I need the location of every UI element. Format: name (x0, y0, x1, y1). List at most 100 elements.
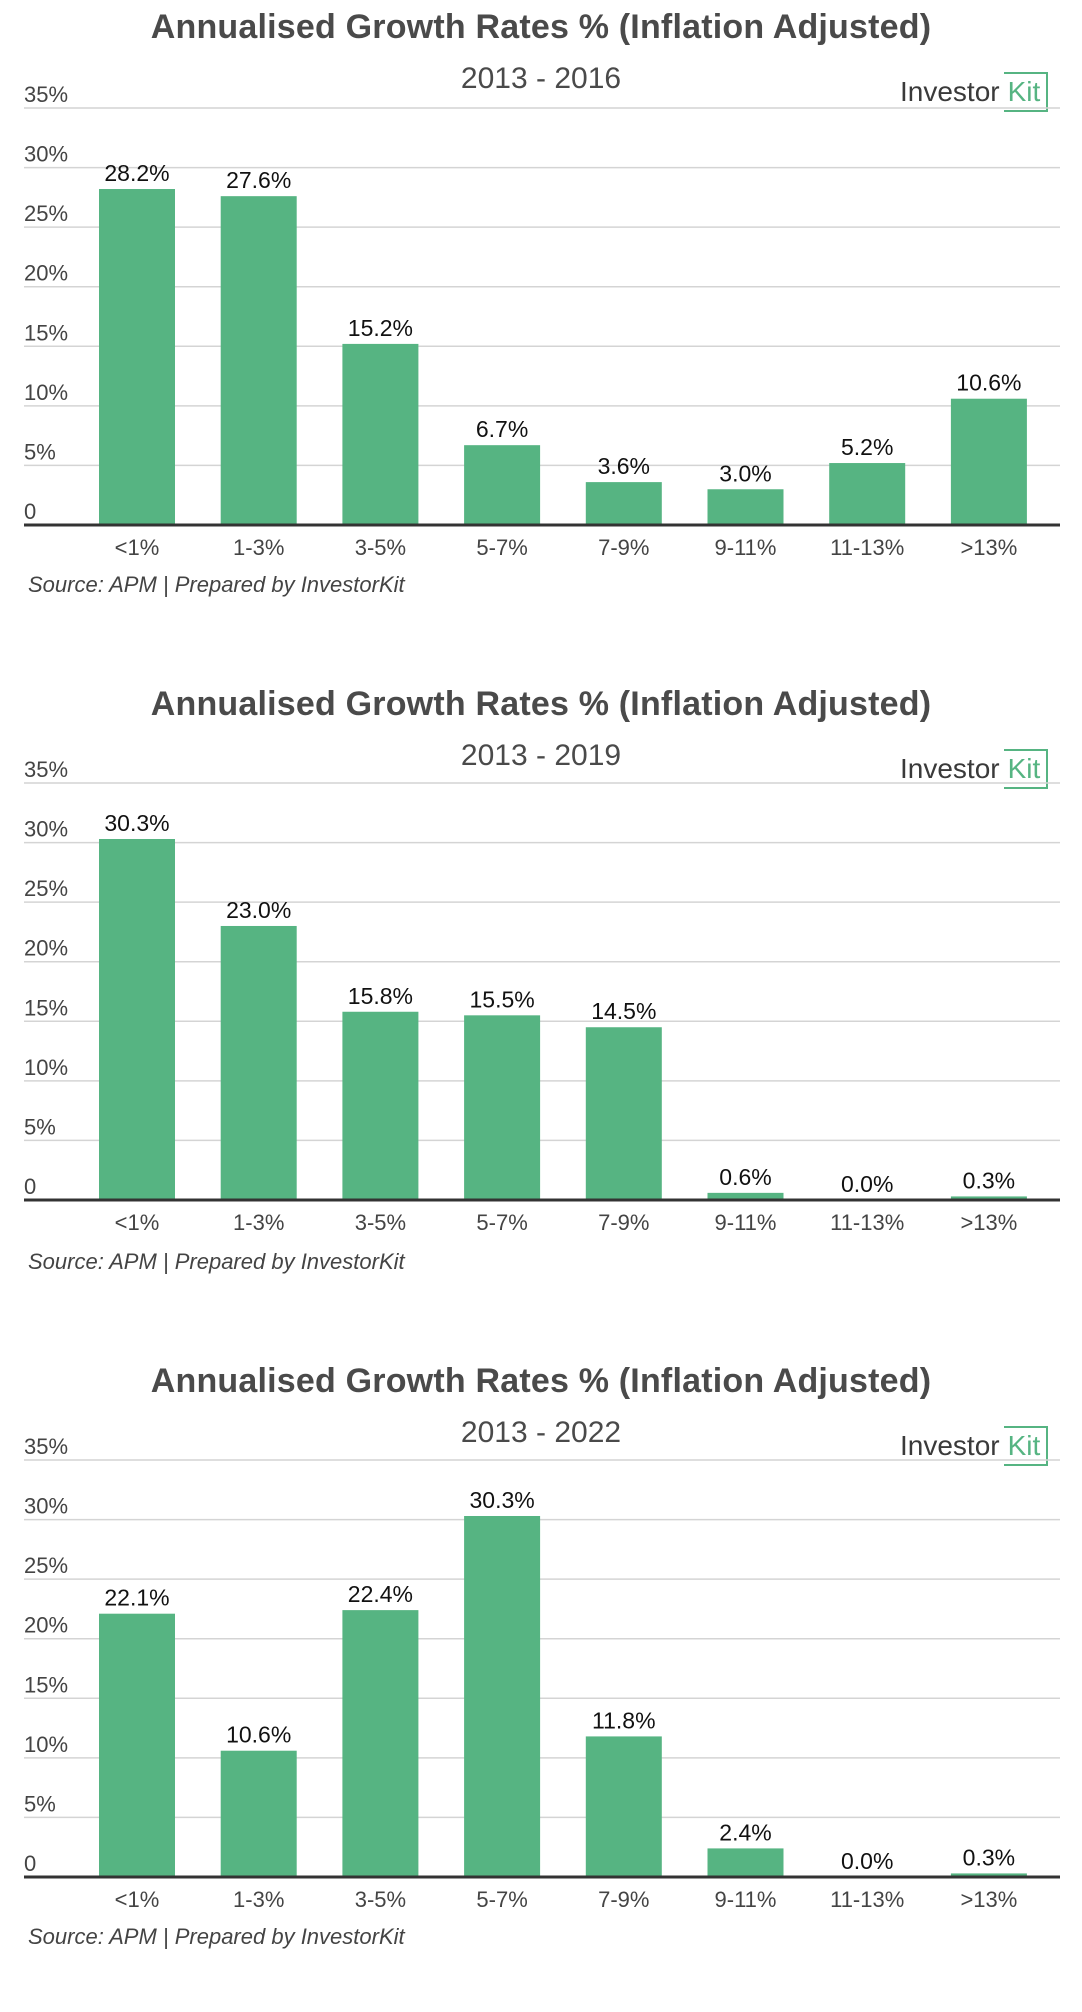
bar (829, 463, 906, 525)
x-tick-label: 7-9% (598, 1210, 649, 1235)
x-tick-label: >13% (960, 1887, 1017, 1912)
data-label: 15.8% (348, 983, 413, 1009)
y-tick-label: 0 (24, 1174, 36, 1199)
x-tick-label: <1% (115, 1210, 160, 1235)
bar (220, 1750, 297, 1877)
data-label: 10.6% (226, 1722, 291, 1748)
y-tick-label: 0 (24, 1851, 36, 1876)
bar (950, 398, 1027, 525)
chart-panel-2: Annualised Growth Rates % (Inflation Adj… (0, 675, 1082, 1335)
y-tick-label: 10% (24, 1732, 68, 1757)
bar (220, 925, 297, 1200)
x-tick-label: 1-3% (233, 1210, 284, 1235)
bar (342, 1011, 419, 1200)
x-tick-label: 7-9% (598, 1887, 649, 1912)
y-tick-label: 15% (24, 995, 68, 1020)
data-label: 23.0% (226, 897, 291, 923)
bar (220, 196, 297, 525)
y-tick-label: 5% (24, 1114, 56, 1139)
chart-subtitle: 2013 - 2019 (460, 739, 622, 772)
y-tick-label: 30% (24, 817, 68, 842)
data-label: 28.2% (104, 160, 169, 186)
x-tick-label: 9-11% (715, 535, 777, 560)
bar-chart-svg: 0 5% 10% 15% 20% 25% 30% 35% 28.2% <1% 27.6% 1-3% 15… (24, 82, 1060, 560)
data-label: 2.4% (719, 1819, 771, 1845)
y-tick-label: 15% (24, 1672, 68, 1697)
x-tick-label: 3-5% (355, 1887, 406, 1912)
x-tick-label: 5-7% (476, 1887, 527, 1912)
x-tick-label: 11-13% (830, 1210, 904, 1235)
y-tick-label: 30% (24, 1494, 68, 1519)
data-label: 0.0% (841, 1171, 893, 1197)
x-tick-label: 9-11% (715, 1210, 777, 1235)
data-label: 0.6% (719, 1164, 771, 1190)
data-label: 6.7% (476, 416, 528, 442)
bar (464, 445, 541, 525)
chart-title: Annualised Growth Rates % (Inflation Adj… (150, 8, 932, 46)
investorkit-logo: Investor Kit (900, 70, 1049, 114)
investorkit-logo: Investor Kit (900, 747, 1049, 791)
data-label: 0.3% (963, 1167, 1015, 1193)
logo-text-accent: Kit (1003, 749, 1049, 789)
y-tick-label: 5% (24, 439, 56, 464)
bar (99, 189, 175, 525)
data-label: 22.4% (348, 1581, 413, 1607)
y-tick-label: 10% (24, 1055, 68, 1080)
logo-text-main: Investor (900, 753, 1000, 784)
data-label: 10.6% (956, 370, 1021, 396)
bar (585, 1736, 662, 1877)
bar (464, 1515, 541, 1877)
source-note: Source: APM | Prepared by InvestorKit (28, 572, 405, 597)
data-label: 0.0% (841, 1848, 893, 1874)
data-label: 14.5% (591, 998, 656, 1024)
x-tick-label: <1% (115, 535, 160, 560)
bar (99, 1613, 175, 1877)
bar (585, 1027, 662, 1200)
data-label: 30.3% (104, 810, 169, 836)
y-tick-label: 35% (24, 82, 68, 107)
x-tick-label: 3-5% (355, 535, 406, 560)
logo-text-accent: Kit (1003, 72, 1049, 112)
chart-panel-3: Annualised Growth Rates % (Inflation Adj… (0, 1352, 1082, 2012)
x-tick-label: 11-13% (830, 535, 904, 560)
x-tick-label: 9-11% (715, 1887, 777, 1912)
y-tick-label: 15% (24, 320, 68, 345)
bar-chart-svg: 0 5% 10% 15% 20% 25% 30% 35% 30.3% <1% 23.0% 1-3% 15… (24, 757, 1060, 1235)
x-tick-label: 5-7% (476, 1210, 527, 1235)
bar (950, 1873, 1027, 1877)
bar (585, 482, 662, 525)
bar (950, 1196, 1027, 1200)
data-label: 15.5% (469, 986, 534, 1012)
chart-title: Annualised Growth Rates % (Inflation Adj… (150, 1362, 932, 1400)
x-tick-label: >13% (960, 1210, 1017, 1235)
data-label: 30.3% (469, 1487, 534, 1513)
y-tick-label: 25% (24, 1553, 68, 1578)
y-tick-label: 20% (24, 1613, 68, 1638)
y-tick-label: 5% (24, 1791, 56, 1816)
x-tick-label: 7-9% (598, 535, 649, 560)
x-tick-label: 1-3% (233, 535, 284, 560)
logo-text-accent: Kit (1003, 1426, 1049, 1466)
y-tick-label: 0 (24, 499, 36, 524)
logo-text-main: Investor (900, 76, 1000, 107)
bar (707, 1848, 784, 1877)
source-note: Source: APM | Prepared by InvestorKit (28, 1249, 405, 1274)
data-label: 27.6% (226, 167, 291, 193)
data-label: 15.2% (348, 315, 413, 341)
bar (99, 838, 175, 1200)
x-tick-label: 1-3% (233, 1887, 284, 1912)
bar-chart-svg: 0 5% 10% 15% 20% 25% 30% 35% 22.1% <1% 10.6% 1-3% 22… (24, 1434, 1060, 1912)
x-tick-label: >13% (960, 535, 1017, 560)
y-tick-label: 25% (24, 201, 68, 226)
x-tick-label: 5-7% (476, 535, 527, 560)
investorkit-logo: Investor Kit (900, 1424, 1049, 1468)
chart-subtitle: 2013 - 2016 (460, 62, 622, 95)
chart-panel-1: Annualised Growth Rates % (Inflation Adj… (0, 0, 1082, 660)
bar (707, 489, 784, 525)
y-tick-label: 10% (24, 380, 68, 405)
logo-text-main: Investor (900, 1430, 1000, 1461)
chart-subtitle: 2013 - 2022 (460, 1416, 622, 1449)
x-tick-label: 3-5% (355, 1210, 406, 1235)
y-tick-label: 35% (24, 1434, 68, 1459)
data-label: 11.8% (592, 1707, 656, 1733)
